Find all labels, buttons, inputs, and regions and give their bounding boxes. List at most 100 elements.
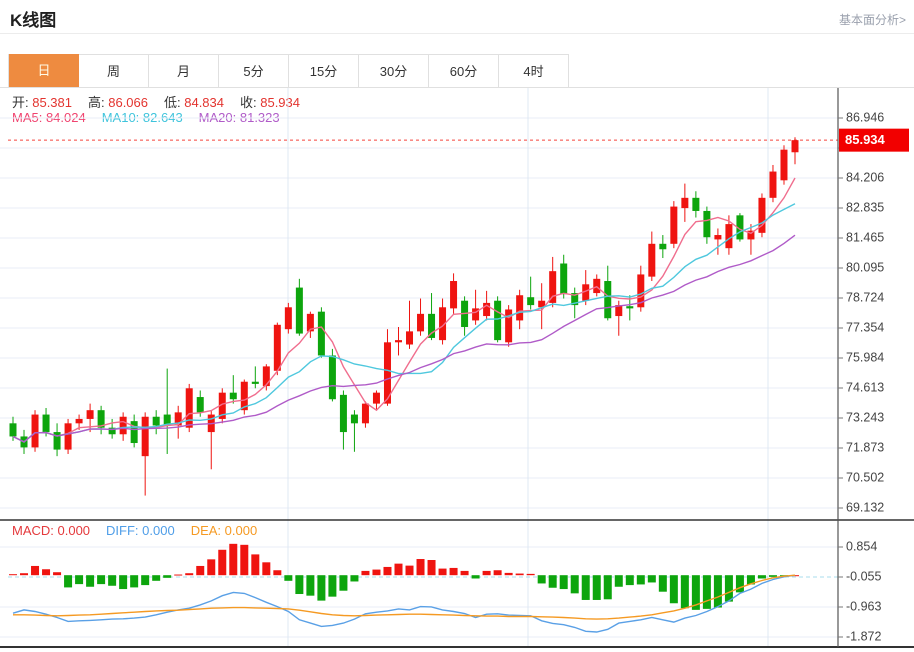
candle-body [350,414,358,424]
candle-body [218,392,226,419]
candle-body [42,414,50,433]
legend-item: 低: 84.834 [164,95,224,110]
candle-body [394,340,402,343]
macd-histogram-bar [647,575,656,583]
tab-5分[interactable]: 5分 [219,54,289,87]
tab-60分[interactable]: 60分 [429,54,499,87]
tab-15分[interactable]: 15分 [289,54,359,87]
candle-body [615,305,623,317]
candle-body [174,412,182,426]
macd-histogram-bar [735,575,744,593]
candle-body [383,342,391,404]
candle-body [9,423,17,437]
candle-body [659,243,667,250]
macd-histogram-bar [427,560,436,576]
price-label: 86.946 [846,110,884,124]
macd-histogram-bar [603,575,612,600]
candle-body [152,416,160,426]
macd-histogram-bar [625,575,634,586]
legend-item: 收: 85.934 [240,95,300,110]
macd-histogram-bar [97,575,106,585]
candle-body [130,421,138,444]
interval-tab-bar: 日周月 5分 15分 30分 60分 4时 [0,54,914,88]
macd-histogram-bar [581,575,590,600]
candle-body [328,355,336,400]
macd-histogram-bar [31,565,40,576]
candle-body [295,287,303,334]
candle-body [262,366,270,387]
tab-30分[interactable]: 30分 [359,54,429,87]
candle-body [483,302,491,317]
macd-label: 0.854 [846,539,877,553]
tab-4时[interactable]: 4时 [499,54,569,87]
candle-body [141,416,149,457]
macd-histogram-bar [724,575,733,602]
legend-item: DEA: 0.000 [190,523,258,538]
macd-histogram-bar [449,567,458,576]
candle-body [747,230,755,240]
ohlc-legend: 开: 85.381 高: 86.066 低: 84.834 收: 85.934 [12,92,316,111]
candle-body [273,324,281,371]
tab-周[interactable]: 周 [79,54,149,87]
dea-line [13,574,796,620]
macd-histogram-bar [185,573,194,576]
candle-body [240,381,248,411]
macd-histogram-bar [328,575,337,597]
price-label: 80.095 [846,260,884,274]
candle-body [31,414,39,448]
macd-histogram-bar [218,549,227,576]
macd-histogram-bar [680,575,689,609]
current-price-tag-label: 85.934 [845,132,886,147]
legend-item: 高: 86.066 [88,95,148,110]
macd-histogram-bar [614,575,623,587]
macd-histogram-bar [20,573,29,576]
candle-body [450,281,458,309]
header-divider [0,33,914,34]
macd-histogram-bar [262,562,271,576]
tab-月[interactable]: 月 [149,54,219,87]
legend-item: MACD: 0.000 [12,523,91,538]
macd-histogram-bar [504,572,513,576]
macd-histogram-bar [163,575,172,578]
fundamental-analysis-link[interactable]: 基本面分析> [838,13,906,27]
price-label: 77.354 [846,320,884,334]
macd-histogram-bar [240,544,249,576]
candle-body [670,206,678,244]
current-price-tag [839,128,909,152]
macd-histogram-bar [207,559,216,576]
macd-histogram-bar [559,575,568,590]
candle-body [163,414,171,426]
candle-body [703,210,711,238]
macd-histogram-bar [570,575,579,594]
candle-body [494,300,502,341]
candle-body [527,297,535,306]
price-label: 71.873 [846,440,884,454]
macd-histogram-bar [141,575,150,586]
candle-body [64,423,72,450]
macd-legend: MACD: 0.000 DIFF: 0.000 DEA: 0.000 [12,523,273,538]
candle-body [637,274,645,308]
macd-histogram-bar [64,575,73,588]
tab-日[interactable]: 日 [9,54,79,87]
candle-body [361,403,369,424]
candle-body [439,307,447,341]
macd-histogram-bar [526,573,535,576]
macd-histogram-bar [548,575,557,588]
macd-histogram-bar [196,565,205,576]
macd-histogram-bar [460,570,469,576]
macd-histogram-bar [471,575,480,579]
candle-body [582,284,590,301]
macd-histogram-bar [537,575,546,584]
candle-body [339,394,347,433]
macd-histogram-bar [658,575,667,592]
macd-histogram-bar [350,575,359,582]
price-label: 75.984 [846,350,884,364]
macd-histogram-bar [119,575,128,590]
macd-histogram-bar [42,569,51,576]
candle-body [417,313,425,332]
macd-histogram-bar [284,575,293,581]
candle-body [119,416,127,435]
candle-body [549,271,557,303]
candle-body [725,224,733,249]
